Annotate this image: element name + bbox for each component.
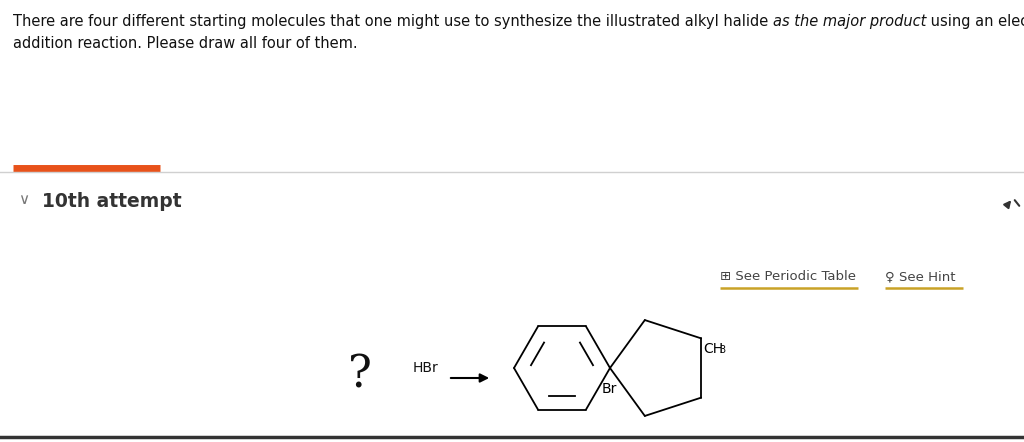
Text: addition reaction. Please draw all four of them.: addition reaction. Please draw all four … <box>13 36 357 51</box>
Text: 10th attempt: 10th attempt <box>42 192 181 211</box>
Text: There are four different starting molecules that one might use to synthesize the: There are four different starting molecu… <box>13 14 773 29</box>
Text: ?: ? <box>348 354 372 396</box>
Text: ♀ See Hint: ♀ See Hint <box>885 270 955 283</box>
Text: using an electrophilic: using an electrophilic <box>927 14 1024 29</box>
Text: Br: Br <box>602 382 617 396</box>
Text: HBr: HBr <box>412 361 438 375</box>
Text: CH: CH <box>703 343 723 356</box>
Text: as the major product: as the major product <box>773 14 927 29</box>
Text: 3: 3 <box>719 345 725 355</box>
Text: ∨: ∨ <box>18 192 29 207</box>
Text: ⊞ See Periodic Table: ⊞ See Periodic Table <box>720 270 856 283</box>
